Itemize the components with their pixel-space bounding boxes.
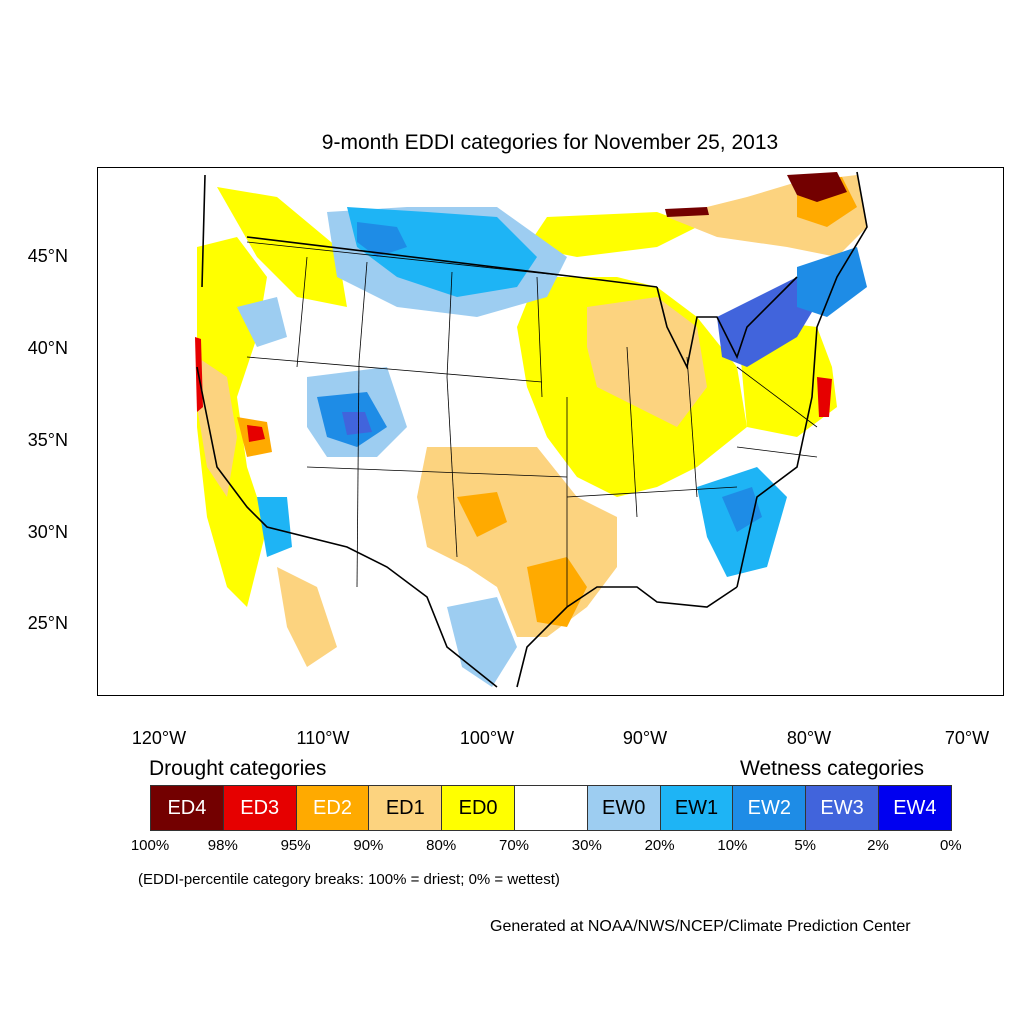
legend-box-ew4: EW4 (878, 785, 952, 831)
region-ed2-texas (527, 557, 587, 627)
legend-break-label: 0% (939, 837, 962, 854)
legend-break-label: 30% (571, 837, 602, 854)
us-border (196, 174, 658, 688)
footnote: (EDDI-percentile category breaks: 100% =… (138, 871, 560, 888)
region-ed0-canada (527, 212, 697, 257)
lat-label-30: 30°N (27, 522, 68, 542)
lat-label-25: 25°N (27, 613, 68, 633)
lon-label-110: 110°W (296, 728, 350, 748)
legend-box-ed3: ED3 (222, 785, 297, 831)
lat-label-35: 35°N (27, 430, 68, 450)
lat-label-45: 45°N (27, 246, 68, 266)
region-ew2-montana (357, 222, 407, 257)
legend-break-label: 10% (717, 837, 748, 854)
legend-break-label: 90% (353, 837, 384, 854)
drought-heading: Drought categories (149, 757, 327, 780)
legend-box-ed4: ED4 (150, 785, 224, 831)
region-ew0-wyoming (237, 297, 287, 347)
legend-break-label: 80% (426, 837, 457, 854)
region-ew0-mexico (447, 597, 517, 687)
lon-label-100: 100°W (459, 728, 515, 748)
legend-box-ew0: EW0 (586, 785, 661, 831)
region-ed0-northwest (217, 187, 347, 307)
lon-label-70: 70°W (944, 728, 990, 748)
coastline-east (516, 171, 868, 688)
region-ed1-california (197, 357, 237, 497)
region-ed4-strip (665, 207, 709, 217)
legend-box-ew3: EW3 (805, 785, 879, 831)
legend-break-label: 98% (207, 837, 238, 854)
lon-label-90: 90°W (622, 728, 668, 748)
legend-box-ed1: ED1 (368, 785, 443, 831)
state-boundaries (246, 241, 818, 607)
lon-label-80: 80°W (786, 728, 832, 748)
region-ed3-east (817, 377, 832, 417)
legend-break-label: 100% (130, 837, 170, 854)
credit: Generated at NOAA/NWS/NCEP/Climate Predi… (490, 918, 911, 935)
legend-break-label: 20% (644, 837, 675, 854)
legend-box-ew2: EW2 (732, 785, 807, 831)
lon-label-120: 120°W (131, 728, 187, 748)
legend-box-ed0: ED0 (441, 785, 515, 831)
lat-label-40: 40°N (27, 338, 68, 358)
wetness-heading: Wetness categories (740, 757, 925, 780)
region-ed1-baja (277, 567, 337, 667)
legend-break-label: 70% (498, 837, 530, 854)
legend-break-label: 5% (794, 837, 817, 854)
legend-break-label: 95% (280, 837, 311, 854)
region-ed3-nevada (247, 425, 265, 442)
map-title: 9-month EDDI categories for November 25,… (321, 131, 779, 154)
legend-box-ed2: ED2 (295, 785, 370, 831)
map-panel (97, 167, 1004, 696)
region-ed2-texas-west (457, 492, 507, 537)
region-ew2-great-lakes (797, 247, 867, 317)
legend-box-ew1: EW1 (659, 785, 734, 831)
region-ed1-midwest (587, 297, 707, 427)
great-lakes-outline (656, 276, 798, 370)
us-land (197, 172, 867, 687)
legend-break-label: 2% (867, 837, 889, 854)
region-ew3-colorado (342, 412, 372, 435)
region-ew1-arizona (257, 497, 292, 557)
region-ed4-canada (787, 172, 847, 202)
legend-box-neutral (514, 785, 588, 831)
